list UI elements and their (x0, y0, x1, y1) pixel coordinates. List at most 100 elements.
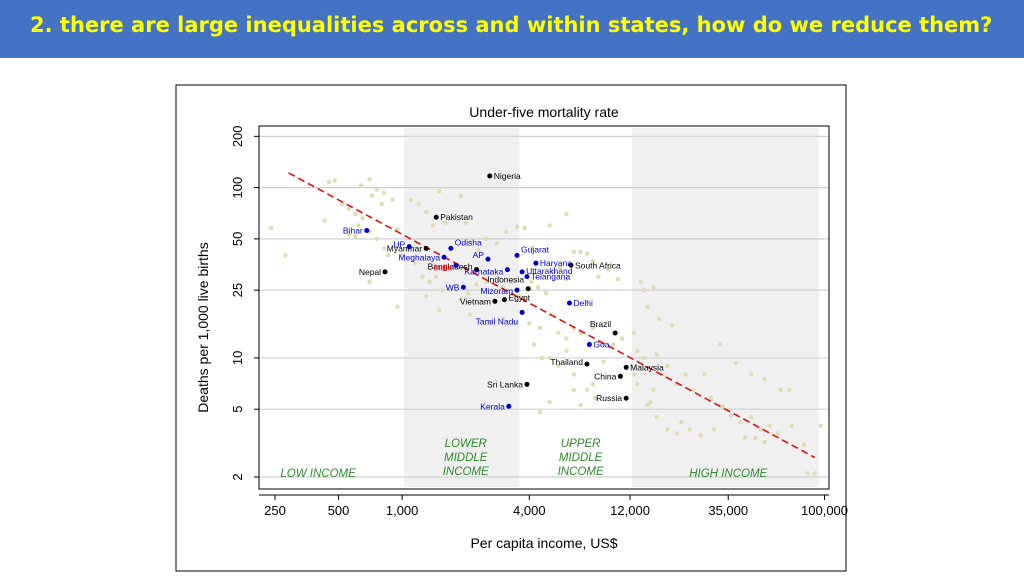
other-country-point (381, 190, 387, 196)
other-country-point (578, 402, 583, 408)
state-point (448, 245, 454, 251)
country-point (474, 267, 480, 273)
other-country-point (801, 442, 807, 447)
other-country-point (424, 294, 429, 299)
other-country-point (564, 348, 569, 354)
other-country-point (369, 193, 375, 198)
other-country-point (683, 372, 688, 377)
other-country-point (691, 387, 696, 392)
other-country-point (543, 290, 549, 296)
other-country-point (440, 287, 445, 293)
other-country-point (789, 423, 795, 428)
other-country-point (467, 239, 473, 245)
country-label: Malaysia (630, 362, 664, 372)
other-country-point (648, 399, 653, 405)
other-country-point (379, 201, 384, 207)
other-country-point (529, 279, 534, 284)
other-country-point (778, 387, 783, 392)
country-point (524, 381, 530, 387)
country-point (382, 269, 388, 275)
income-band-label: UPPER (561, 438, 601, 450)
state-label: Mizoram (480, 286, 513, 296)
other-country-point (465, 290, 471, 296)
other-country-point (749, 372, 754, 377)
other-country-point (430, 223, 436, 228)
other-country-point (631, 330, 636, 336)
other-country-point (805, 471, 810, 476)
other-country-point (601, 359, 606, 364)
state-point (364, 227, 370, 233)
other-country-point (753, 435, 758, 440)
other-country-point (412, 260, 418, 266)
other-country-point (359, 183, 364, 188)
other-country-point (786, 387, 792, 392)
other-country-point (571, 387, 577, 392)
other-country-point (767, 423, 772, 428)
y-axis-label: Deaths per 1,000 live births (195, 242, 211, 412)
other-country-point (571, 249, 577, 254)
other-country-point (584, 387, 590, 392)
other-country-point (590, 258, 596, 264)
other-country-point (492, 287, 498, 293)
country-point (492, 298, 498, 304)
x-tick-label: 250 (264, 503, 286, 518)
country-point (501, 297, 507, 303)
other-country-point (512, 320, 517, 326)
country-label: Nigeria (494, 171, 521, 181)
other-country-point (367, 279, 372, 284)
country-point (623, 395, 629, 401)
other-country-point (527, 320, 532, 326)
other-country-point (531, 342, 536, 347)
state-label: Kerala (480, 401, 505, 411)
state-point (485, 256, 491, 262)
state-label: Goa (593, 339, 609, 349)
other-country-point (437, 189, 442, 194)
other-country-point (395, 242, 400, 248)
other-country-point (687, 427, 692, 432)
y-tick-label: 5 (230, 406, 245, 413)
other-country-point (733, 361, 738, 366)
other-country-point (551, 269, 556, 275)
other-country-point (708, 396, 714, 401)
other-country-point (487, 320, 492, 326)
other-country-point (619, 336, 625, 341)
other-country-point (641, 355, 647, 361)
other-country-point (665, 363, 670, 368)
other-country-point (339, 201, 345, 207)
other-country-point (416, 201, 422, 207)
other-country-point (702, 372, 707, 377)
other-country-point (514, 224, 520, 229)
other-country-point (458, 297, 464, 302)
other-country-point (638, 279, 644, 284)
country-label: Nepal (359, 267, 381, 277)
other-country-point (539, 355, 545, 361)
state-label: UP (393, 240, 405, 250)
plot-area (258, 125, 830, 490)
y-tick-label: 25 (230, 283, 245, 297)
other-country-point (353, 211, 358, 217)
other-country-point (738, 419, 743, 425)
other-country-point (651, 387, 656, 392)
other-country-point (509, 279, 514, 284)
state-label: Meghalaya (399, 252, 441, 262)
x-tick-label: 4,000 (513, 503, 546, 518)
other-country-point (395, 304, 400, 309)
other-country-point (386, 253, 391, 258)
other-country-point (463, 220, 468, 226)
other-country-point (483, 236, 489, 242)
income-band-1 (404, 128, 520, 487)
income-band-label: INCOME (558, 466, 604, 478)
chart-title: Under-five mortality rate (469, 104, 619, 120)
income-band-label: INCOME (443, 466, 489, 478)
state-point (519, 269, 525, 275)
y-tick-label: 100 (230, 177, 245, 199)
x-tick-label: 35,000 (708, 503, 748, 518)
other-country-point (578, 249, 583, 254)
state-label: Gujarat (521, 244, 550, 254)
other-country-point (606, 267, 611, 272)
other-country-point (590, 382, 596, 387)
state-label: Delhi (573, 298, 592, 308)
other-country-point (635, 348, 640, 354)
state-label: Tamil Nadu (476, 316, 519, 326)
